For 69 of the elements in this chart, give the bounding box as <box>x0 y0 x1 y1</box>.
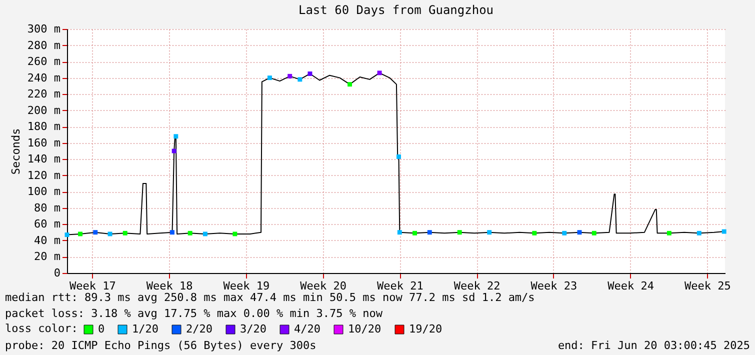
legend-label: 0 <box>98 322 105 336</box>
x-tick-label: Week 22 <box>454 280 500 292</box>
text: packet loss: 3.18 % avg 17.75 % max 0.00 % min 3.75 % now <box>5 307 383 320</box>
y-tick-label: 60 m <box>34 218 61 231</box>
x-tick-label: Week 17 <box>69 280 116 292</box>
point <box>174 134 178 139</box>
y-tick-label: 300 m <box>27 22 61 36</box>
point <box>532 230 537 236</box>
point <box>348 82 352 87</box>
x-tick-label: Week 24 <box>608 280 654 292</box>
y-tick-label: 100 m <box>27 185 61 198</box>
x-tick-label: Week 21 <box>376 280 424 292</box>
point <box>188 230 192 236</box>
y-tick-label: 0 <box>54 266 60 280</box>
point <box>592 230 596 236</box>
y-tick-label: 160 m <box>27 136 61 150</box>
y-tick-label: 40 m <box>34 234 61 247</box>
point <box>396 154 401 159</box>
y-tick-label: 200 m <box>27 104 61 117</box>
point <box>78 232 83 236</box>
text: end: Fri Jun 20 03:00:45 2025 <box>558 339 750 352</box>
text: median rtt: 89.3 ms avg 250.8 ms max 47.4 ms min 50.5 ms now 77.2 ms sd 1.2 am/s <box>5 291 535 304</box>
point <box>232 232 238 236</box>
point <box>172 148 176 154</box>
point <box>108 232 112 236</box>
legend-label: 2/20 <box>186 322 212 336</box>
point <box>457 230 462 235</box>
point <box>64 232 70 238</box>
y-tick-label: 140 m <box>27 152 61 166</box>
x-tick-label: Week 18 <box>146 280 193 292</box>
point <box>562 230 567 236</box>
legend-label: 3/20 <box>240 322 266 336</box>
point <box>298 77 302 82</box>
legend-label: 19/20 <box>409 322 442 336</box>
point <box>696 230 702 236</box>
point <box>577 230 582 235</box>
y-tick-label: 260 m <box>27 55 61 68</box>
point <box>666 230 672 236</box>
legend-title: loss color: <box>5 322 78 335</box>
y-tick-label: 240 m <box>27 71 61 84</box>
point <box>427 230 432 235</box>
legend-label: 4/20 <box>294 322 320 336</box>
x-tick-label: Week 25 <box>684 280 731 292</box>
point <box>288 74 292 78</box>
point <box>122 230 128 236</box>
x-tick-label: Week 20 <box>300 280 346 292</box>
point <box>487 230 492 235</box>
point <box>722 229 726 234</box>
y-tick-label: 20 m <box>34 250 61 264</box>
point <box>412 230 417 236</box>
chart-title: Last 60 Days from Guangzhou <box>298 3 494 17</box>
y-tick-label: 80 m <box>34 201 61 214</box>
y-tick-label: 120 m <box>27 168 61 182</box>
y-tick-label: 180 m <box>27 120 61 134</box>
y-axis-title: Seconds <box>9 128 22 175</box>
x-tick-label: Week 23 <box>530 280 578 292</box>
point <box>93 230 98 235</box>
legend-label: 1/20 <box>132 322 158 336</box>
y-tick-label: 220 m <box>27 88 61 101</box>
y-tick-label: 280 m <box>27 38 61 52</box>
legend-label: 10/20 <box>348 322 382 336</box>
point <box>397 230 402 235</box>
point <box>377 70 382 76</box>
point <box>308 71 312 76</box>
point <box>267 76 272 80</box>
point <box>202 232 208 236</box>
point <box>170 230 174 235</box>
x-tick-label: Week 19 <box>223 280 270 292</box>
text: probe: 20 ICMP Echo Pings (56 Bytes) every 300s <box>5 339 316 352</box>
